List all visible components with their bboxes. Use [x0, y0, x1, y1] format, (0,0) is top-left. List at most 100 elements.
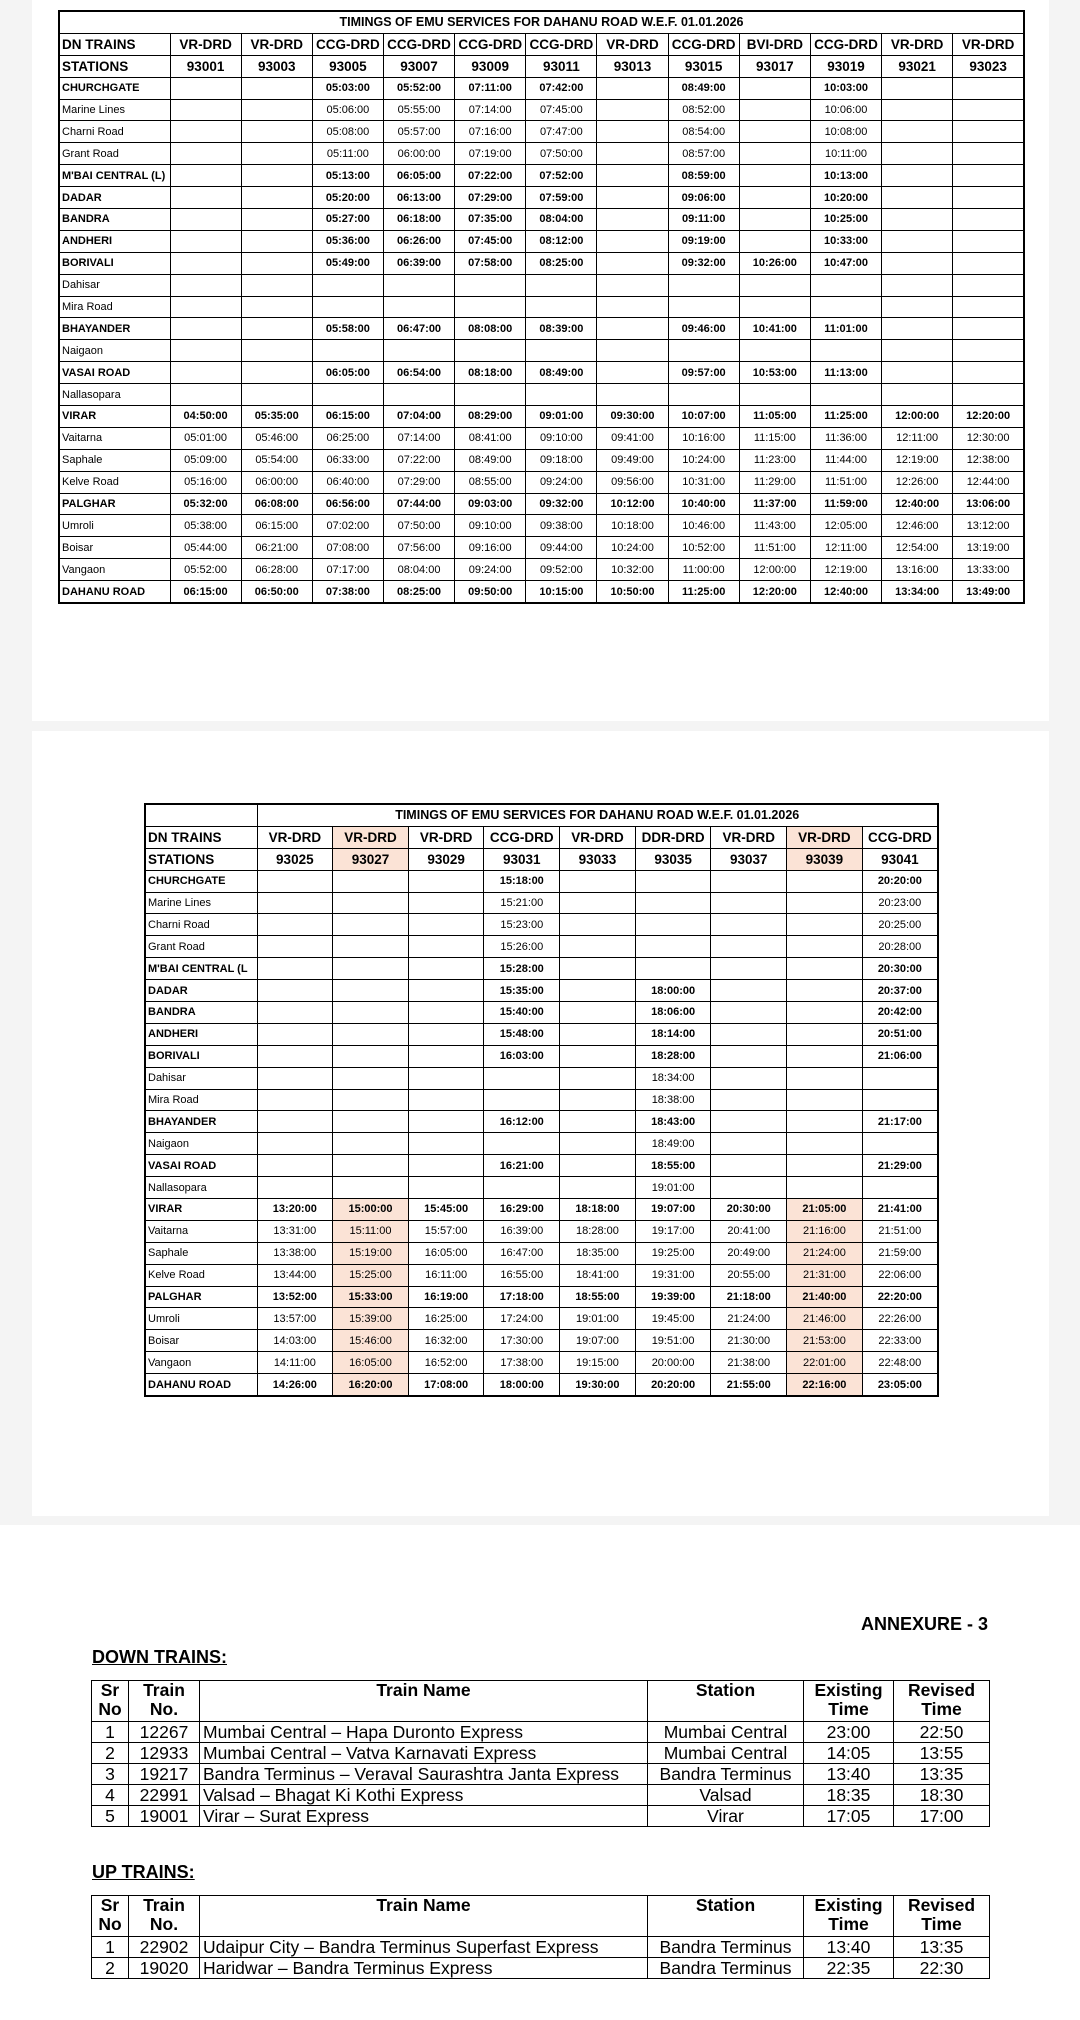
train-row: 1 12267 Mumbai Central – Hapa Duronto Expr…	[91, 1721, 990, 1743]
train-number: 93007	[382, 54, 456, 78]
time-cell: 10:20:00	[809, 186, 883, 210]
time-cell: 08:54:00	[667, 120, 740, 144]
time-cell: 18:14:00	[634, 1022, 712, 1046]
time-cell: 13:19:00	[952, 536, 1025, 560]
time-cell: 11:37:00	[738, 492, 811, 516]
station-row: VIRAR 04:50:00 05:35:00 06:15:00 07:04:00 08:…	[58, 405, 1025, 428]
station-name: BHAYANDER	[58, 317, 171, 341]
time-cell: 18:35:00	[559, 1241, 636, 1265]
time-cell: 07:17:00	[311, 558, 384, 582]
time-cell: 14:11:00	[256, 1351, 334, 1375]
station-name: Naigaon	[144, 1132, 258, 1156]
time-cell: 14:03:00	[256, 1329, 334, 1353]
time-cell: 13:34:00	[881, 580, 954, 604]
time-cell: 07:56:00	[382, 536, 456, 560]
time-cell: 08:39:00	[525, 317, 598, 341]
time-cell: 21:24:00	[786, 1241, 863, 1265]
time-cell: 09:11:00	[667, 208, 740, 231]
time-cell	[332, 1001, 409, 1024]
station-row: Vaitarna 13:31:00 15:11:00 15:57:00 16:39:00…	[144, 1219, 939, 1243]
station-row: Mira Road 18:38:00	[144, 1088, 939, 1112]
train-route: VR-DRD	[952, 32, 1025, 56]
time-cell	[952, 98, 1025, 122]
time-cell: 05:38:00	[169, 514, 242, 538]
time-cell: 05:09:00	[169, 448, 242, 472]
time-cell: 12:30:00	[952, 426, 1025, 450]
time-cell: 05:06:00	[311, 98, 384, 122]
time-cell: 22:01:00	[786, 1351, 863, 1375]
train-row: 2 19020 Haridwar – Bandra Terminus Express…	[91, 1957, 990, 1979]
time-cell: 23:05:00	[861, 1373, 939, 1397]
time-cell	[786, 913, 863, 937]
time-cell: 06:00:00	[240, 470, 313, 494]
time-cell: 13:52:00	[256, 1285, 334, 1309]
header-row: DN TRAINS VR-DRD VR-DRD VR-DRD CCG-DRD VR-DRD…	[144, 825, 939, 849]
time-cell: 18:55:00	[634, 1154, 712, 1178]
train-route: CCG-DRD	[382, 32, 456, 56]
time-cell: 05:27:00	[311, 208, 384, 231]
station-row: M'BAI CENTRAL (L 15:28:00 20:30:00	[144, 957, 939, 981]
time-cell: 15:33:00	[332, 1285, 409, 1309]
time-cell: 05:16:00	[169, 470, 242, 494]
train-number: 93003	[240, 54, 313, 78]
header-row: Sr No Train No. Train Name Station Existing …	[91, 1895, 990, 1937]
time-cell: 06:05:00	[311, 361, 384, 385]
time-cell	[710, 1132, 788, 1156]
time-cell	[407, 935, 485, 959]
cell: 1	[91, 1936, 129, 1958]
time-cell: 05:03:00	[311, 76, 384, 100]
time-cell	[786, 1176, 863, 1200]
time-cell: 21:38:00	[710, 1351, 788, 1375]
time-cell: 13:44:00	[256, 1263, 334, 1287]
time-cell: 21:29:00	[861, 1154, 939, 1178]
station-row: Vangaon 14:11:00 16:05:00 16:52:00 17:38:00 1…	[144, 1351, 939, 1375]
time-cell	[240, 142, 313, 166]
station-name: VIRAR	[144, 1198, 258, 1221]
time-cell	[710, 1044, 788, 1068]
station-name: Kelve Road	[58, 470, 171, 494]
time-cell	[710, 1088, 788, 1112]
time-cell: 18:00:00	[634, 979, 712, 1003]
time-cell: 08:55:00	[454, 470, 527, 494]
station-row: Vaitarna 05:01:00 05:46:00 06:25:00 07:14:00…	[58, 426, 1025, 450]
time-cell: 22:26:00	[861, 1307, 939, 1331]
time-cell	[525, 339, 598, 363]
time-cell	[738, 120, 811, 144]
time-cell	[809, 339, 883, 363]
station-name: BORIVALI	[144, 1044, 258, 1068]
time-cell: 09:52:00	[525, 558, 598, 582]
time-cell	[596, 120, 669, 144]
station-name: Vangaon	[144, 1351, 258, 1375]
column-header: Station	[647, 1680, 804, 1722]
time-cell: 05:58:00	[311, 317, 384, 341]
time-cell	[596, 98, 669, 122]
time-cell	[738, 295, 811, 319]
time-cell: 15:26:00	[483, 935, 561, 959]
cell: Mumbai Central	[647, 1721, 804, 1743]
time-cell	[483, 1176, 561, 1200]
station-row: Dahisar 18:34:00	[144, 1066, 939, 1090]
station-row: VASAI ROAD 06:05:00 06:54:00 08:18:00 08:49:…	[58, 361, 1025, 385]
time-cell: 08:29:00	[454, 405, 527, 428]
cell: 3	[91, 1763, 129, 1785]
time-cell: 06:15:00	[311, 405, 384, 428]
time-cell: 06:40:00	[311, 470, 384, 494]
time-cell: 05:49:00	[311, 251, 384, 275]
station-row: Umroli 13:57:00 15:39:00 16:25:00 17:24:00 19…	[144, 1307, 939, 1331]
station-row: VIRAR 13:20:00 15:00:00 15:45:00 16:29:00 18:…	[144, 1198, 939, 1221]
time-cell	[240, 186, 313, 210]
time-cell	[634, 891, 712, 915]
time-cell: 11:36:00	[809, 426, 883, 450]
time-cell	[256, 1044, 334, 1068]
time-cell: 12:20:00	[952, 405, 1025, 428]
cell: Haridwar – Bandra Terminus Express	[199, 1957, 648, 1979]
time-cell: 07:02:00	[311, 514, 384, 538]
station-name: Naigaon	[58, 339, 171, 363]
time-cell	[407, 1110, 485, 1134]
time-cell	[559, 1110, 636, 1134]
time-cell: 07:11:00	[454, 76, 527, 100]
train-route: CCG-DRD	[809, 32, 883, 56]
time-cell: 19:25:00	[634, 1241, 712, 1265]
time-cell	[169, 251, 242, 275]
time-cell: 18:06:00	[634, 1001, 712, 1024]
